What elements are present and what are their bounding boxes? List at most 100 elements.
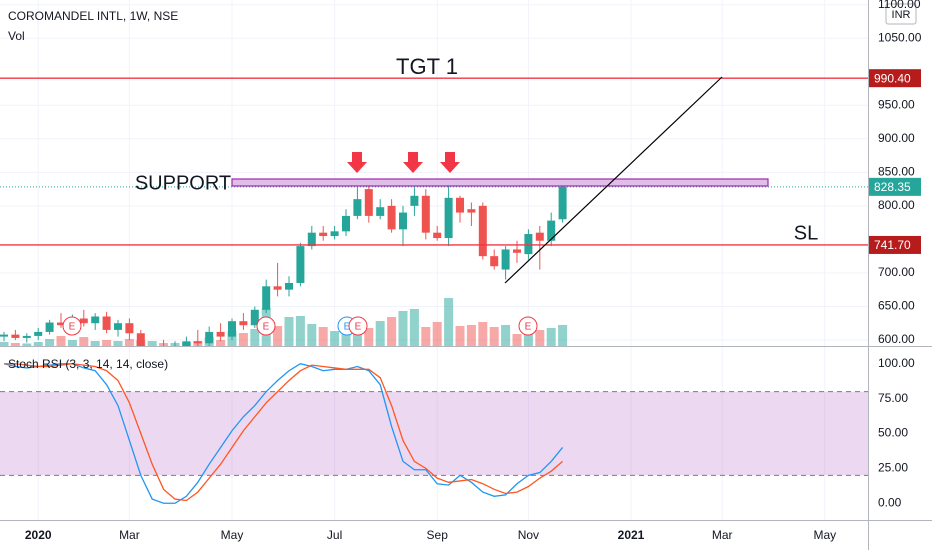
candle-body bbox=[160, 350, 168, 357]
volume-bar bbox=[535, 330, 545, 346]
candle-body bbox=[319, 232, 328, 237]
y-tick-label: 650.00 bbox=[878, 299, 915, 313]
volume-bar bbox=[489, 327, 499, 346]
stoch-line bbox=[3, 363, 564, 504]
candle-body bbox=[490, 256, 499, 267]
x-tick-label: 2020 bbox=[25, 528, 52, 542]
y-tick-label: 800.00 bbox=[878, 198, 915, 212]
y-tick-label: 75.00 bbox=[878, 391, 908, 405]
candle-body bbox=[216, 331, 225, 337]
candle-body bbox=[205, 331, 214, 344]
event-label: E bbox=[263, 322, 270, 333]
event-label: E bbox=[525, 322, 532, 333]
event-label: E bbox=[355, 322, 362, 333]
annotation: TGT 1 bbox=[396, 54, 458, 79]
arrow bbox=[403, 152, 423, 173]
volume-bar bbox=[432, 322, 442, 346]
currency-box[interactable] bbox=[885, 3, 917, 25]
candle-body bbox=[547, 220, 556, 241]
candle-body bbox=[410, 195, 419, 206]
candle-body bbox=[45, 322, 54, 332]
candle-body bbox=[34, 331, 43, 336]
candle-body bbox=[250, 309, 259, 326]
event-marker bbox=[62, 316, 82, 336]
earnings-markers: E E E E E bbox=[62, 316, 538, 336]
x-tick-label: Jul bbox=[327, 528, 342, 542]
price-tag-label: 741.70 bbox=[874, 238, 911, 252]
candle-body bbox=[273, 286, 282, 290]
volume-bar bbox=[147, 341, 157, 346]
annotation: SL bbox=[794, 222, 818, 244]
volume-bar bbox=[238, 333, 248, 346]
volume-bar bbox=[421, 327, 431, 346]
candle-body bbox=[558, 186, 567, 220]
candle-body bbox=[193, 341, 202, 344]
volume-bar bbox=[102, 340, 112, 346]
volume-bar bbox=[478, 322, 488, 346]
volume-bar bbox=[409, 309, 419, 346]
event-marker bbox=[256, 316, 276, 336]
price-tag bbox=[869, 177, 921, 196]
y-tick-label: 600.00 bbox=[878, 332, 915, 346]
volume-bar bbox=[523, 331, 533, 346]
volume-bar bbox=[295, 316, 305, 346]
y-tick-label: 0.00 bbox=[878, 495, 902, 509]
candle-body bbox=[136, 333, 145, 346]
candle-body bbox=[228, 321, 236, 337]
price-tag-label: 990.40 bbox=[874, 71, 911, 85]
candle-body bbox=[296, 246, 305, 283]
volume-bar bbox=[455, 326, 465, 346]
x-tick-label: Nov bbox=[518, 528, 539, 542]
candle-body bbox=[239, 321, 248, 326]
candle-body bbox=[353, 199, 362, 216]
arrow bbox=[347, 152, 367, 173]
volume-bar bbox=[124, 339, 134, 346]
volume-bar bbox=[113, 341, 123, 346]
price-tag bbox=[869, 235, 921, 254]
event-marker bbox=[518, 316, 538, 336]
candle-body bbox=[125, 323, 134, 334]
volume-bar bbox=[387, 317, 397, 346]
candle-body bbox=[171, 347, 179, 357]
volume-bar bbox=[398, 311, 408, 346]
volume-bar bbox=[67, 340, 77, 346]
volume-bar bbox=[512, 334, 522, 346]
candle-body bbox=[57, 322, 65, 326]
candle-body bbox=[342, 215, 350, 232]
volume-bar bbox=[330, 331, 340, 346]
volume-bar bbox=[273, 326, 283, 346]
event-label: E bbox=[69, 322, 76, 333]
x-tick-label: May bbox=[221, 528, 244, 542]
volume-bar bbox=[79, 337, 89, 346]
x-tick-label: May bbox=[813, 528, 836, 542]
candle-body bbox=[102, 316, 111, 330]
event-marker bbox=[348, 316, 368, 336]
volume-bar bbox=[250, 329, 260, 346]
x-tick-label: 2021 bbox=[618, 528, 645, 542]
volume-bar bbox=[216, 340, 226, 346]
stoch-pane bbox=[0, 347, 868, 520]
candle-body bbox=[399, 212, 407, 230]
candle-body bbox=[387, 205, 396, 230]
volume-bar bbox=[10, 343, 20, 346]
stoch-line bbox=[4, 363, 564, 502]
price-tag bbox=[869, 69, 921, 88]
y-tick-label: 100.00 bbox=[878, 356, 915, 370]
candle-body bbox=[114, 323, 122, 330]
currency-label: INR bbox=[892, 9, 911, 21]
candle-body bbox=[376, 207, 385, 216]
candle-body bbox=[421, 195, 430, 233]
volume-bar bbox=[22, 343, 32, 346]
candle-body bbox=[513, 249, 521, 253]
price-pane bbox=[0, 0, 868, 357]
volume-bar bbox=[341, 326, 351, 346]
y-tick-label: 1100.00 bbox=[878, 0, 921, 11]
volume-bar bbox=[501, 325, 511, 346]
candle-body bbox=[330, 231, 339, 237]
candle-body bbox=[307, 232, 316, 247]
volume-bar bbox=[90, 341, 100, 346]
candle-body bbox=[535, 232, 544, 241]
y-tick-label: 25.00 bbox=[878, 461, 908, 475]
volume-bar bbox=[45, 339, 55, 346]
candle-body bbox=[478, 205, 487, 257]
